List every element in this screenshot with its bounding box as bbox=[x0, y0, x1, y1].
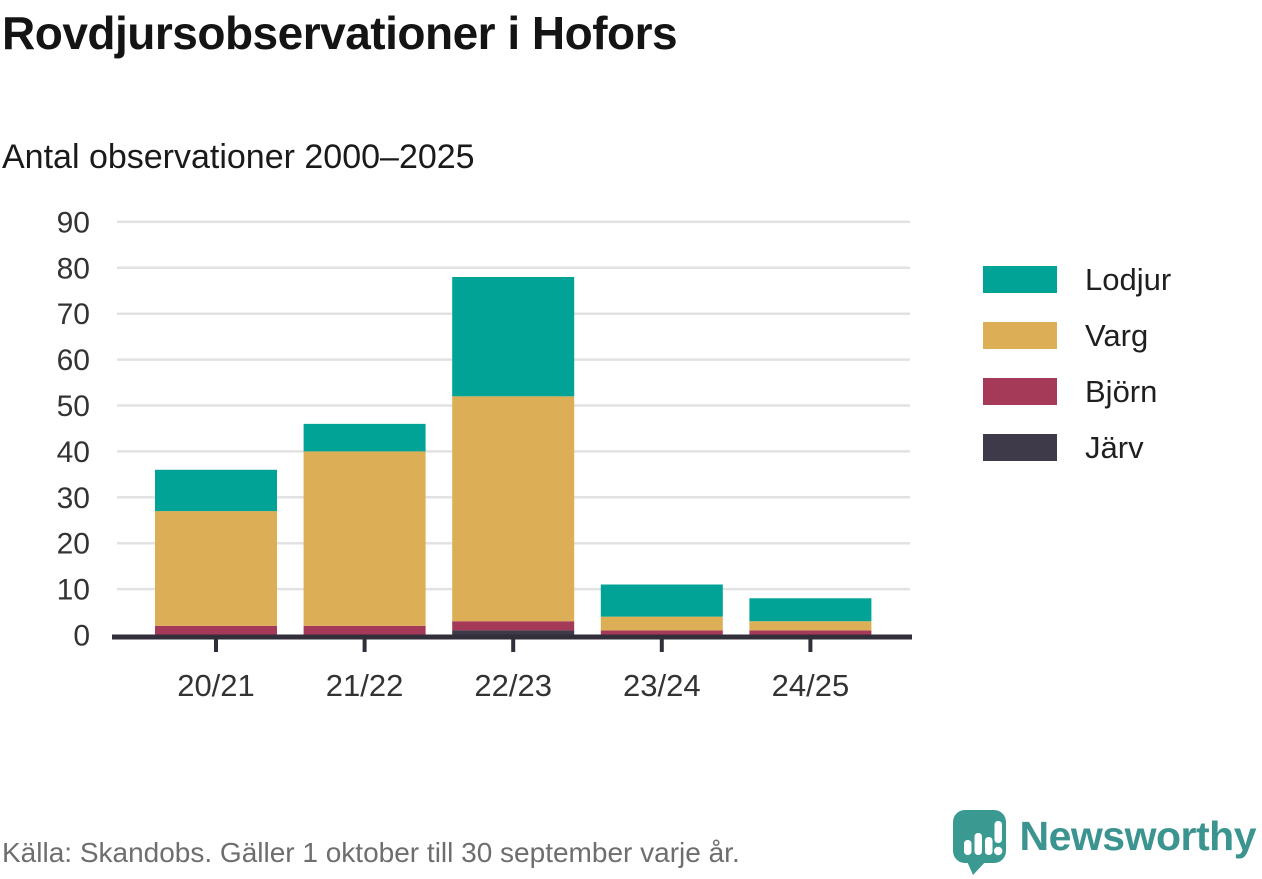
bar-segment-järv bbox=[452, 630, 575, 635]
y-axis-label: 90 bbox=[57, 206, 90, 239]
bar-segment-lodjur bbox=[749, 598, 872, 622]
bar-segment-lodjur bbox=[600, 584, 723, 617]
legend-swatch bbox=[983, 322, 1057, 349]
y-axis-label: 20 bbox=[57, 528, 90, 561]
bar-segment-varg bbox=[303, 451, 426, 626]
bar-segment-björn bbox=[155, 625, 277, 635]
bar-segment-lodjur bbox=[452, 276, 575, 397]
bar-segment-björn bbox=[452, 621, 575, 631]
y-axis-label: 0 bbox=[73, 620, 90, 653]
y-axis-label: 30 bbox=[57, 482, 90, 515]
newsworthy-logo: Newsworthy bbox=[952, 809, 1257, 875]
footer: Källa: Skandobs. Gäller 1 oktober till 3… bbox=[2, 809, 1256, 875]
bar-chart: 0 10 20 30 40 50 60 70 80 90 20/21 21/22 22/23 23/24 2… bbox=[57, 206, 912, 703]
newsworthy-bubble-icon bbox=[952, 810, 1006, 875]
legend-item: Järv bbox=[983, 430, 1171, 465]
chart-legend: Lodjur Varg Björn Järv bbox=[983, 262, 1172, 465]
legend-label: Lodjur bbox=[1085, 262, 1172, 297]
bar-segment-björn bbox=[749, 630, 872, 635]
chart-area: 0 10 20 30 40 50 60 70 80 90 20/21 21/22 22/23 23/24 2… bbox=[0, 200, 940, 712]
y-axis-label: 40 bbox=[57, 436, 90, 469]
legend-item: Lodjur bbox=[983, 262, 1172, 297]
y-axis-label: 10 bbox=[57, 574, 90, 607]
y-axis-label: 60 bbox=[57, 344, 90, 377]
brand-name: Newsworthy bbox=[1019, 812, 1257, 859]
legend-label: Varg bbox=[1085, 318, 1149, 353]
legend-swatch bbox=[983, 434, 1057, 461]
bar-segment-varg bbox=[452, 396, 575, 622]
y-axis-label: 50 bbox=[57, 390, 90, 423]
bar-segment-björn bbox=[600, 630, 723, 635]
legend-label: Björn bbox=[1085, 374, 1158, 409]
bar-segment-varg bbox=[600, 616, 723, 631]
source-note: Källa: Skandobs. Gäller 1 oktober till 3… bbox=[2, 837, 740, 868]
x-axis-label: 22/23 bbox=[474, 668, 552, 703]
bar-segment-varg bbox=[749, 621, 872, 631]
legend-swatch bbox=[983, 266, 1057, 293]
bar-segment-varg bbox=[155, 511, 277, 626]
bar-segment-björn bbox=[303, 625, 426, 635]
x-axis-label: 24/25 bbox=[772, 668, 850, 703]
x-axis-label: 23/24 bbox=[623, 668, 701, 703]
bar-segment-lodjur bbox=[155, 469, 277, 512]
x-axis-label: 21/22 bbox=[326, 668, 404, 703]
y-axis-label: 80 bbox=[57, 252, 90, 285]
page-title: Rovdjursobservationer i Hofors bbox=[2, 7, 678, 59]
legend-swatch bbox=[983, 378, 1057, 405]
x-axis-label: 20/21 bbox=[177, 668, 255, 703]
y-axis-label: 70 bbox=[57, 298, 90, 331]
bar-segment-lodjur bbox=[303, 423, 426, 452]
legend-item: Varg bbox=[983, 318, 1171, 353]
legend-item: Björn bbox=[983, 374, 1171, 409]
chart-subtitle: Antal observationer 2000–2025 bbox=[2, 138, 475, 176]
legend-label: Järv bbox=[1085, 430, 1144, 465]
